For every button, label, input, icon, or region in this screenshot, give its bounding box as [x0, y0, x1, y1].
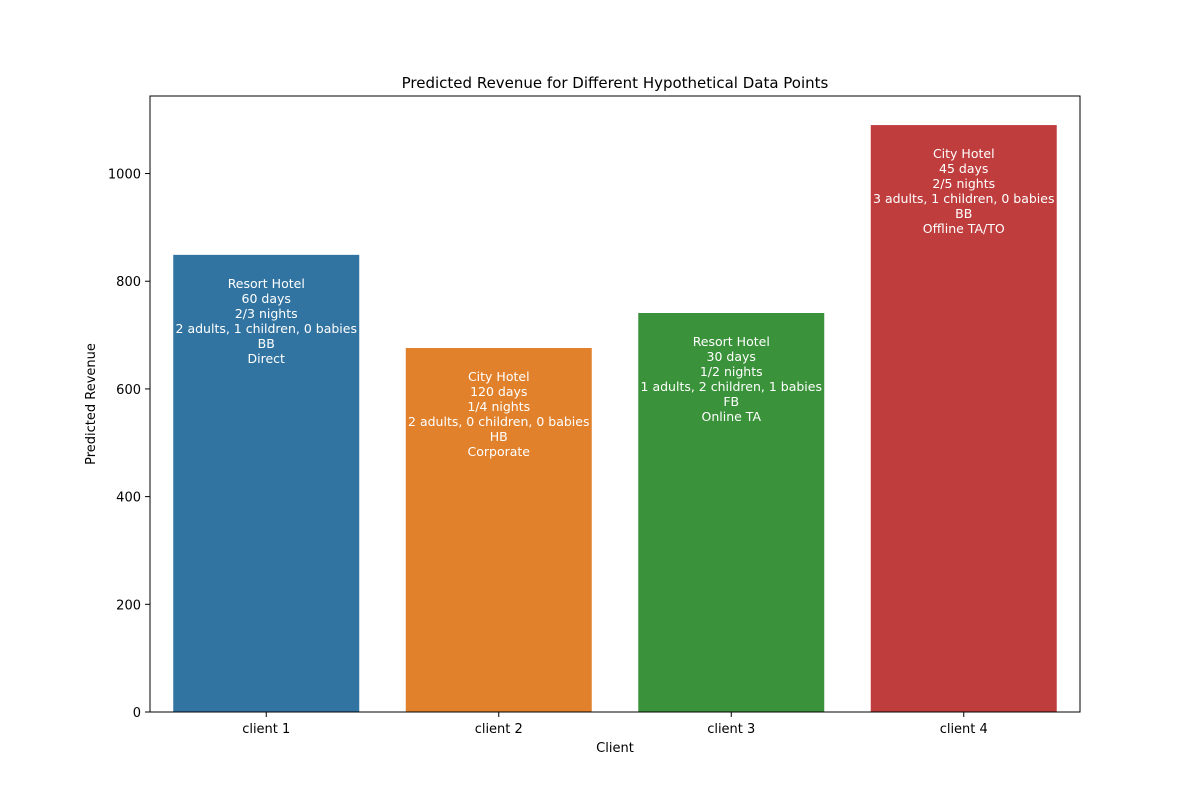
annotation-line: Online TA — [701, 409, 761, 424]
annotation-line: Direct — [248, 351, 286, 366]
annotation-line: 2 adults, 0 children, 0 babies — [408, 414, 589, 429]
annotation-line: Corporate — [468, 444, 531, 459]
y-axis-label: Predicted Revenue — [84, 343, 99, 465]
x-axis-label: Client — [596, 741, 634, 756]
annotation-line: 45 days — [939, 161, 988, 176]
x-tick-label: client 4 — [940, 722, 988, 737]
y-tick-label: 200 — [116, 598, 141, 613]
annotation-line: City Hotel — [933, 146, 995, 161]
annotation-line: BB — [258, 336, 275, 351]
annotation-line: City Hotel — [468, 369, 530, 384]
bars-group — [173, 125, 1057, 713]
y-tick-label: 400 — [116, 491, 141, 506]
y-tick-label: 0 — [133, 706, 141, 721]
bar-annotation-1: Resort Hotel 60 days 2/3 nights 2 adults, 1… — [176, 276, 357, 366]
annotation-line: 1 adults, 2 children, 1 babies — [641, 379, 822, 394]
annotation-line: BB — [955, 206, 972, 221]
annotation-line: 3 adults, 1 children, 0 babies — [873, 191, 1054, 206]
bar-3 — [638, 313, 825, 712]
y-tick-label: 1000 — [108, 168, 141, 183]
bar-1 — [173, 254, 360, 712]
x-tick-label: client 1 — [242, 722, 290, 737]
x-axis: client 1 client 2 client 3 client 4 — [242, 712, 988, 737]
bar-4 — [870, 125, 1057, 713]
annotation-line: 1/4 nights — [467, 399, 530, 414]
annotation-line: 120 days — [470, 384, 527, 399]
annotation-line: 2 adults, 1 children, 0 babies — [176, 321, 357, 336]
x-tick-label: client 3 — [707, 722, 755, 737]
annotation-line: FB — [723, 394, 739, 409]
annotation-line: 2/3 nights — [235, 306, 298, 321]
chart-title: Predicted Revenue for Different Hypothet… — [402, 74, 829, 92]
y-axis: 0 200 400 600 800 1000 — [108, 168, 150, 721]
annotation-line: 2/5 nights — [932, 176, 995, 191]
annotation-line: 30 days — [707, 349, 756, 364]
y-tick-label: 600 — [116, 383, 141, 398]
annotation-line: Resort Hotel — [693, 334, 770, 349]
annotation-line: Offline TA/TO — [923, 221, 1005, 236]
annotation-line: HB — [490, 429, 508, 444]
annotation-line: 60 days — [242, 291, 291, 306]
bar-annotation-2: City Hotel 120 days 1/4 nights 2 adults, 0 … — [408, 369, 589, 459]
plot-frame — [149, 95, 1081, 713]
x-tick-label: client 2 — [475, 722, 523, 737]
bar-annotation-3: Resort Hotel 30 days 1/2 nights 1 adults, 2… — [641, 334, 822, 424]
bar-annotations: Resort Hotel 60 days 2/3 nights 2 adults, 1… — [176, 146, 1055, 459]
bar-annotation-4: City Hotel 45 days 2/5 nights 3 adults, 1 c… — [873, 146, 1054, 236]
annotation-line: Resort Hotel — [228, 276, 305, 291]
bar-2 — [405, 348, 592, 712]
y-tick-label: 800 — [116, 275, 141, 290]
annotation-line: 1/2 nights — [700, 364, 763, 379]
